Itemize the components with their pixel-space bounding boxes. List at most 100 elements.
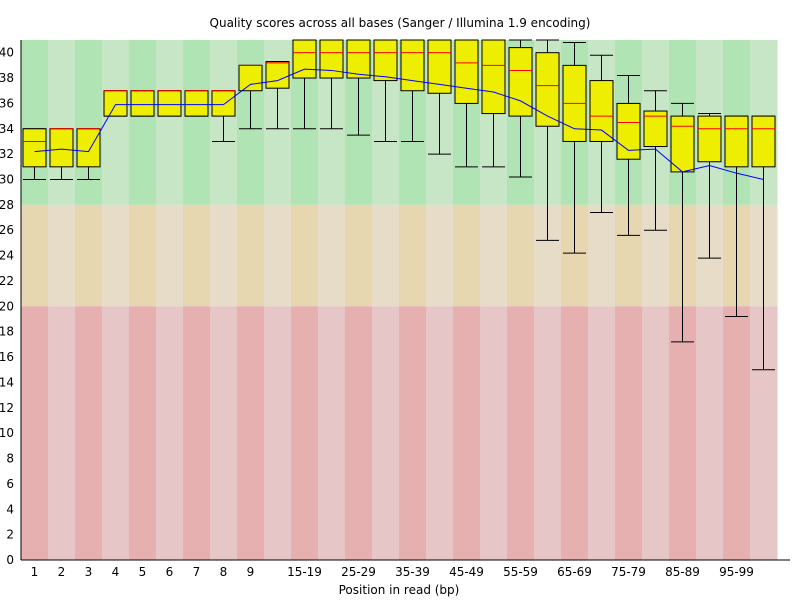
band-stripe [480, 306, 508, 560]
iqr-box [535, 52, 560, 127]
band-stripe [183, 306, 211, 560]
y-tick-label: 38 [0, 71, 14, 85]
y-tick-label: 28 [0, 198, 14, 212]
iqr-box [346, 39, 371, 79]
band-stripe [183, 204, 211, 307]
y-tick-label: 0 [6, 553, 14, 567]
iqr-box [103, 90, 128, 117]
box-25 [670, 102, 695, 343]
iqr-box [724, 115, 749, 168]
band-stripe [669, 306, 697, 560]
band-stripe [318, 204, 346, 307]
iqr-box [481, 39, 506, 115]
y-tick-label: 8 [6, 452, 14, 466]
y-tick-label: 10 [0, 426, 14, 440]
box-9 [238, 64, 263, 130]
iqr-box [292, 39, 317, 79]
band-stripe [156, 40, 184, 205]
quality-bands [21, 40, 778, 560]
band-stripe [210, 306, 238, 560]
box-28 [751, 115, 776, 371]
iqr-box [616, 102, 641, 160]
band-stripe [696, 306, 724, 560]
band-stripe [372, 204, 400, 307]
band-stripe [264, 306, 292, 560]
band-stripe [156, 204, 184, 307]
y-tick-label: 16 [0, 350, 14, 364]
box-7 [184, 90, 209, 117]
band-stripe [426, 204, 454, 307]
box-4 [103, 90, 128, 117]
y-tick-label: 12 [0, 401, 14, 415]
band-stripe [723, 306, 751, 560]
box-12 [319, 39, 344, 130]
box-5 [130, 90, 155, 117]
band-stripe [237, 306, 265, 560]
iqr-box [76, 128, 101, 168]
iqr-box [130, 90, 155, 117]
iqr-box [211, 90, 236, 117]
x-tick-label: 7 [193, 565, 201, 579]
band-stripe [21, 204, 49, 307]
y-tick-label: 32 [0, 147, 14, 161]
box-26 [697, 113, 722, 259]
x-tick-label: 75-79 [611, 565, 646, 579]
iqr-box [751, 115, 776, 168]
band-stripe [237, 204, 265, 307]
y-tick-label: 2 [6, 528, 14, 542]
band-stripe [264, 204, 292, 307]
x-tick-label: 25-29 [341, 565, 376, 579]
box-3 [76, 128, 101, 181]
iqr-box [49, 128, 74, 168]
box-27 [724, 115, 749, 317]
iqr-box [373, 39, 398, 82]
iqr-box [238, 64, 263, 92]
band-stripe [129, 306, 157, 560]
y-tick-label: 4 [6, 502, 14, 516]
x-tick-label: 5 [139, 565, 147, 579]
box-8 [211, 90, 236, 142]
band-stripe [426, 306, 454, 560]
box-1 [22, 128, 47, 181]
box-14 [373, 39, 398, 142]
band-stripe [210, 204, 238, 307]
band-stripe [21, 40, 49, 205]
band-stripe [48, 306, 76, 560]
boxplots [22, 39, 776, 371]
band-stripe [129, 40, 157, 205]
iqr-box [319, 39, 344, 79]
x-tick-label: 3 [85, 565, 93, 579]
x-tick-label: 95-99 [719, 565, 754, 579]
iqr-box [22, 128, 47, 168]
band-stripe [561, 306, 589, 560]
chart-title: Quality scores across all bases (Sanger … [210, 16, 591, 30]
band-stripe [507, 204, 535, 307]
box-21 [562, 42, 587, 254]
band-stripe [21, 306, 49, 560]
band-stripe [48, 204, 76, 307]
x-tick-label: 35-39 [395, 565, 430, 579]
y-tick-label: 30 [0, 173, 14, 187]
iqr-box [427, 39, 452, 94]
iqr-box [157, 90, 182, 117]
box-6 [157, 90, 182, 117]
x-axis-label: Position in read (bp) [339, 583, 460, 597]
x-tick-label: 9 [247, 565, 255, 579]
x-tick-label: 65-69 [557, 565, 592, 579]
band-stripe [75, 204, 103, 307]
mean-line [34, 68, 764, 180]
x-tick-label: 8 [220, 565, 228, 579]
y-tick-label: 24 [0, 249, 14, 263]
band-stripe [318, 306, 346, 560]
y-tick-label: 20 [0, 299, 14, 313]
iqr-box [643, 110, 668, 148]
y-tick-label: 22 [0, 274, 14, 288]
box-13 [346, 39, 371, 136]
band-stripe [291, 204, 319, 307]
band-stripe [507, 306, 535, 560]
band-stripe [399, 204, 427, 307]
x-tick-label: 4 [112, 565, 120, 579]
x-tick-label: 85-89 [665, 565, 700, 579]
x-tick-label: 2 [58, 565, 66, 579]
